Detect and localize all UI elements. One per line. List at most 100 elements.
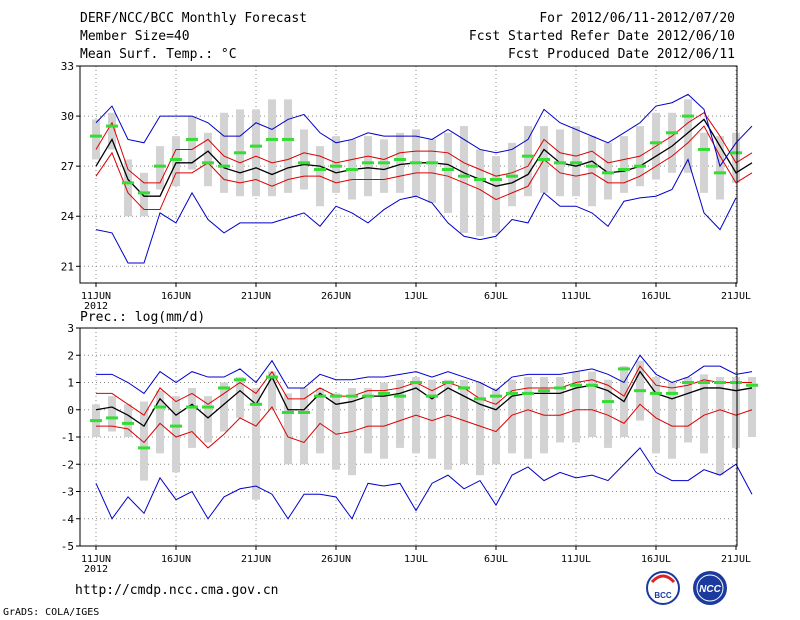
series-line-upper — [95, 112, 753, 184]
x-tick-label: 11JUN — [81, 554, 111, 565]
y-tick-label: 24 — [61, 210, 75, 223]
spread-box — [492, 387, 500, 465]
spread-box — [300, 387, 308, 465]
x-tick-label: 6JUL — [484, 554, 508, 565]
x-tick-label: 1JUL — [404, 291, 428, 302]
x-tick-label: 21JUL — [721, 291, 751, 302]
spread-box — [300, 129, 308, 190]
spread-box — [268, 371, 276, 410]
year-label: 2012 — [84, 301, 108, 312]
spread-box — [364, 387, 372, 454]
series-line-max — [96, 354, 753, 395]
spread-box — [604, 142, 612, 200]
spread-box — [332, 393, 340, 470]
x-tick-label: 11JUN — [81, 291, 111, 302]
spread-box — [124, 159, 132, 217]
forecast-period: For 2012/06/11-2012/07/20 — [539, 11, 735, 26]
x-tick-label: 16JUL — [641, 554, 671, 565]
bcc-logo-icon: BCC — [646, 571, 680, 605]
spread-box — [444, 132, 452, 213]
series-line-min — [95, 158, 737, 264]
spread-box — [188, 116, 196, 170]
forecast-produced-date: Fcst Produced Date 2012/06/11 — [508, 47, 735, 62]
spread-box — [524, 126, 532, 197]
spread-box — [396, 379, 404, 448]
spread-box — [188, 387, 196, 448]
y-tick-label: 30 — [61, 110, 74, 123]
spread-box — [380, 382, 388, 459]
spread-box — [364, 136, 372, 197]
y-tick-label: 27 — [61, 160, 74, 173]
spread-box — [268, 99, 276, 197]
spread-box — [684, 377, 692, 443]
series-line-min — [95, 447, 753, 520]
series-line-lower — [96, 403, 753, 449]
spread-box — [716, 136, 724, 200]
spread-box — [316, 387, 324, 454]
x-tick-label: 16JUN — [161, 554, 191, 565]
spread-box — [156, 390, 164, 454]
spread-box — [460, 379, 468, 465]
y-tick-label: -2 — [61, 458, 74, 471]
y-tick-label: 1 — [67, 377, 74, 390]
spread-box — [172, 136, 180, 187]
spread-box — [380, 139, 388, 193]
y-tick-label: 0 — [67, 404, 74, 417]
series-line-lower — [95, 125, 753, 211]
spread-box — [732, 377, 740, 448]
spread-box — [92, 119, 100, 160]
spread-box — [668, 112, 676, 173]
spread-box — [252, 387, 260, 500]
spread-box — [620, 136, 628, 193]
x-tick-label: 1JUL — [404, 554, 428, 565]
chart-panel-precipitation: -5 -4 -3 -2 -1 0 1 2 3 11JUN 16JUN 21JUN 26JUN 1JUL 6J… — [61, 322, 758, 575]
spread-box — [572, 126, 580, 197]
spread-box — [204, 396, 212, 443]
spread-box — [716, 377, 724, 476]
y-tick-label: -1 — [61, 431, 74, 444]
spread-box — [332, 136, 340, 193]
x-tick-label: 11JUL — [561, 554, 591, 565]
spread-box — [732, 132, 740, 183]
spread-box — [492, 156, 500, 233]
series-line-max — [95, 93, 753, 168]
variable-label-precipitation: Prec.: log(mm/d) — [80, 310, 206, 325]
year-label: 2012 — [84, 564, 108, 575]
plot-frame — [79, 65, 738, 284]
spread-box — [140, 172, 148, 217]
x-tick-label: 26JUN — [321, 291, 351, 302]
y-tick-label: -5 — [61, 540, 74, 553]
spread-box — [428, 139, 436, 203]
spread-box — [684, 99, 692, 173]
spread-box — [508, 379, 516, 454]
y-tick-label: -3 — [61, 486, 74, 499]
spread-box — [668, 382, 676, 459]
spread-box — [508, 142, 516, 207]
y-tick-label: 3 — [67, 322, 74, 335]
spread-box — [700, 374, 708, 454]
forecast-start-date: Fcst Started Refer Date 2012/06/10 — [468, 29, 735, 44]
y-tick-label: 33 — [61, 60, 74, 73]
source-url[interactable]: http://cmdp.ncc.cma.gov.cn — [75, 583, 279, 598]
spread-box — [652, 377, 660, 454]
y-tick-label: 21 — [61, 260, 74, 273]
spread-box — [700, 132, 708, 193]
x-tick-label: 16JUN — [161, 291, 191, 302]
spread-box — [172, 396, 180, 473]
x-tick-label: 21JUN — [241, 291, 271, 302]
spread-box — [588, 371, 596, 437]
spread-box — [220, 112, 228, 193]
ncc-logo-text: NCC — [699, 584, 721, 595]
y-tick-label: -4 — [61, 513, 75, 526]
spread-box — [236, 377, 244, 418]
member-size: Member Size=40 — [80, 29, 190, 44]
spread-box — [204, 132, 212, 187]
spread-box — [252, 109, 260, 197]
spread-box — [124, 404, 132, 437]
spread-box — [396, 132, 404, 193]
spread-box — [108, 396, 116, 432]
spread-box — [588, 136, 596, 207]
variable-label-temperature: Mean Surf. Temp.: °C — [80, 47, 237, 62]
logos: BCC NCC — [646, 571, 727, 605]
